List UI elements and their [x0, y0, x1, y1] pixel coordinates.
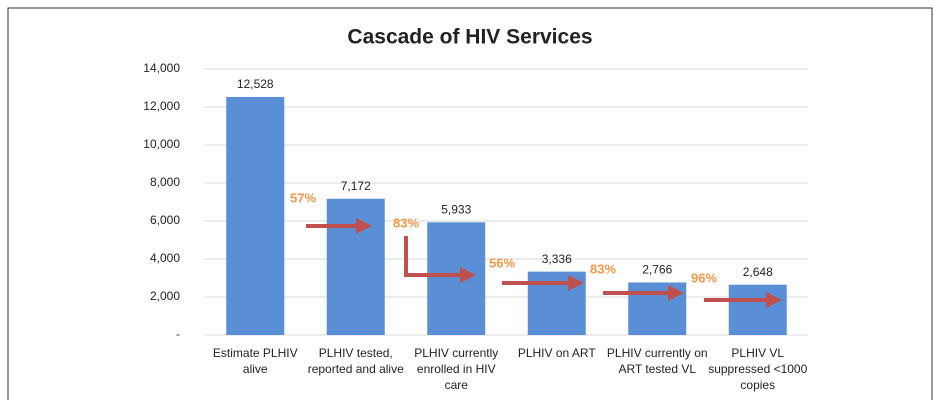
bar — [427, 222, 486, 335]
frame — [7, 7, 933, 400]
arrow — [404, 236, 476, 283]
data-label: 2,648 — [743, 265, 773, 279]
x-tick-label: PLHIV tested, reported and alive — [307, 346, 404, 376]
x-tick-label: PLHIV VL suppressed <1000 copies — [708, 346, 808, 392]
annotation: 96% — [691, 270, 717, 285]
data-label: 3,336 — [542, 252, 572, 266]
annotation: 83% — [393, 215, 419, 230]
y-tick-label: 6,000 — [150, 213, 180, 227]
x-tick-label: PLHIV on ART — [517, 346, 596, 360]
data-label: 5,933 — [441, 202, 471, 216]
bar — [226, 96, 285, 335]
y-tick-label: 8,000 — [150, 175, 180, 189]
annotation: 83% — [590, 261, 616, 276]
bar — [326, 198, 385, 335]
bar — [628, 282, 687, 335]
y-tick-label: 14,000 — [143, 61, 180, 75]
y-tick-label: 12,000 — [143, 99, 180, 113]
bar — [728, 284, 787, 335]
annotation: 56% — [489, 255, 515, 270]
data-label: 2,766 — [642, 263, 672, 277]
y-tick-label: - — [176, 327, 180, 341]
chart-title: Cascade of HIV Services — [347, 26, 592, 49]
annotation: 57% — [290, 190, 316, 205]
x-tick-label: PLHIV currently enrolled in HIV care — [414, 346, 499, 392]
y-tick-label: 2,000 — [150, 289, 180, 303]
x-tick-label: Estimate PLHIV alive — [212, 346, 298, 376]
data-label: 7,172 — [341, 179, 371, 193]
data-label: 12,528 — [237, 77, 274, 91]
y-tick-label: 10,000 — [143, 137, 180, 151]
y-tick-label: 4,000 — [150, 251, 180, 265]
x-tick-label: PLHIV currently on ART tested VL — [606, 346, 708, 376]
